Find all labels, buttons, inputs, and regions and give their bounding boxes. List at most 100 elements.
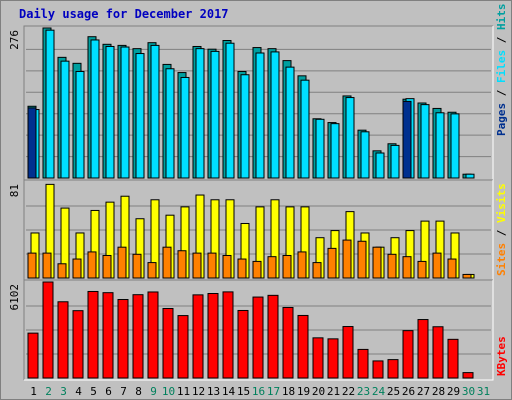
files-bar [120, 46, 130, 179]
y-axis-label: 6102 [8, 284, 21, 311]
x-tick-label: 11 [177, 385, 190, 398]
sites-bar [222, 254, 232, 279]
files-bar [165, 68, 175, 179]
kbytes-bar [267, 294, 279, 379]
x-tick-label: 29 [447, 385, 460, 398]
files-bar [105, 45, 115, 179]
sites-bar [177, 250, 187, 279]
x-tick-label: 14 [222, 385, 236, 398]
panel-1-shadow [23, 25, 493, 180]
chart-title: Daily usage for December 2017 [19, 7, 229, 21]
legend-hits: Hits [495, 4, 508, 31]
x-tick-label: 6 [105, 385, 112, 398]
kbytes-bar [312, 337, 324, 379]
legend-sites: Sites [495, 243, 508, 276]
y-axis-label: 276 [8, 30, 21, 50]
kbytes-bar [222, 291, 234, 379]
files-bar [270, 51, 280, 179]
files-bar [285, 66, 295, 179]
x-tick-label: 23 [357, 385, 370, 398]
kbytes-bar [87, 290, 99, 379]
sites-bar [387, 253, 397, 279]
panel-3-shadow [23, 279, 493, 380]
x-tick-label: 26 [402, 385, 415, 398]
files-bar [210, 50, 220, 179]
kbytes-bar [57, 301, 69, 379]
sites-bar [297, 251, 307, 279]
kbytes-bar [342, 326, 354, 379]
x-tick-label: 25 [387, 385, 400, 398]
kbytes-bar [147, 291, 159, 379]
files-bar [255, 52, 265, 179]
sites-bar [27, 252, 37, 279]
files-bar [390, 144, 400, 179]
x-tick-label: 31 [477, 385, 490, 398]
legend-top: Pages / Files / Hits [495, 4, 508, 137]
sites-bar [147, 262, 157, 279]
sites-bar [237, 258, 247, 279]
x-tick-label: 18 [282, 385, 295, 398]
x-tick-label: 15 [237, 385, 250, 398]
x-tick-label: 5 [90, 385, 97, 398]
kbytes-bar [282, 306, 294, 379]
x-tick-label: 3 [60, 385, 67, 398]
kbytes-bar [462, 372, 474, 379]
files-bar [300, 79, 310, 179]
x-tick-label: 27 [417, 385, 430, 398]
files-bar [465, 173, 475, 179]
sites-bar [267, 256, 277, 279]
sites-bar [417, 260, 427, 279]
legend-sep: / [495, 30, 508, 50]
pages-bar [27, 107, 37, 179]
sites-bar [57, 263, 67, 279]
files-bar [420, 104, 430, 179]
sites-bar [447, 258, 457, 279]
kbytes-bar [327, 338, 339, 379]
kbytes-bar [417, 319, 429, 379]
sites-bar [327, 247, 337, 279]
pages-bar [402, 100, 412, 179]
sites-bar [132, 253, 142, 279]
panel-3-highlight [24, 280, 494, 381]
sites-bar [282, 254, 292, 279]
x-tick-label: 10 [162, 385, 175, 398]
x-tick-label: 13 [207, 385, 220, 398]
kbytes-bar [402, 330, 414, 379]
sites-bar [372, 246, 382, 279]
x-tick-label: 19 [297, 385, 310, 398]
files-bar [180, 76, 190, 179]
y-axis-label: 81 [8, 184, 21, 197]
kbytes-bar [117, 299, 129, 379]
sites-bar [252, 260, 262, 279]
legend-files: Files [495, 50, 508, 83]
files-bar [240, 74, 250, 179]
kbytes-bar [207, 293, 219, 379]
x-tick-label: 21 [327, 385, 340, 398]
files-bar [60, 60, 70, 179]
x-tick-label: 16 [252, 385, 265, 398]
files-bar [90, 39, 100, 179]
x-tick-label: 7 [120, 385, 127, 398]
x-tick-label: 24 [372, 385, 386, 398]
kbytes-bar [42, 281, 54, 379]
sites-bar [432, 252, 442, 279]
sites-bar [192, 252, 202, 279]
x-tick-label: 8 [135, 385, 142, 398]
sites-bar [72, 258, 82, 279]
legend-kbytes: KBytes [495, 336, 508, 376]
files-bar [330, 123, 340, 179]
kbytes-bar [162, 307, 174, 379]
x-tick-label: 22 [342, 385, 355, 398]
legend-bottom: KBytes [495, 336, 508, 376]
x-tick-label: 30 [462, 385, 475, 398]
legend-pages: Pages [495, 103, 508, 136]
x-tick-label: 2 [45, 385, 52, 398]
x-tick-label: 17 [267, 385, 280, 398]
kbytes-bar [357, 348, 369, 379]
sites-bar [87, 251, 97, 279]
files-bar [45, 29, 55, 179]
legend-sep: / [495, 223, 508, 243]
kbytes-bar [177, 315, 189, 379]
files-bar [375, 152, 385, 179]
